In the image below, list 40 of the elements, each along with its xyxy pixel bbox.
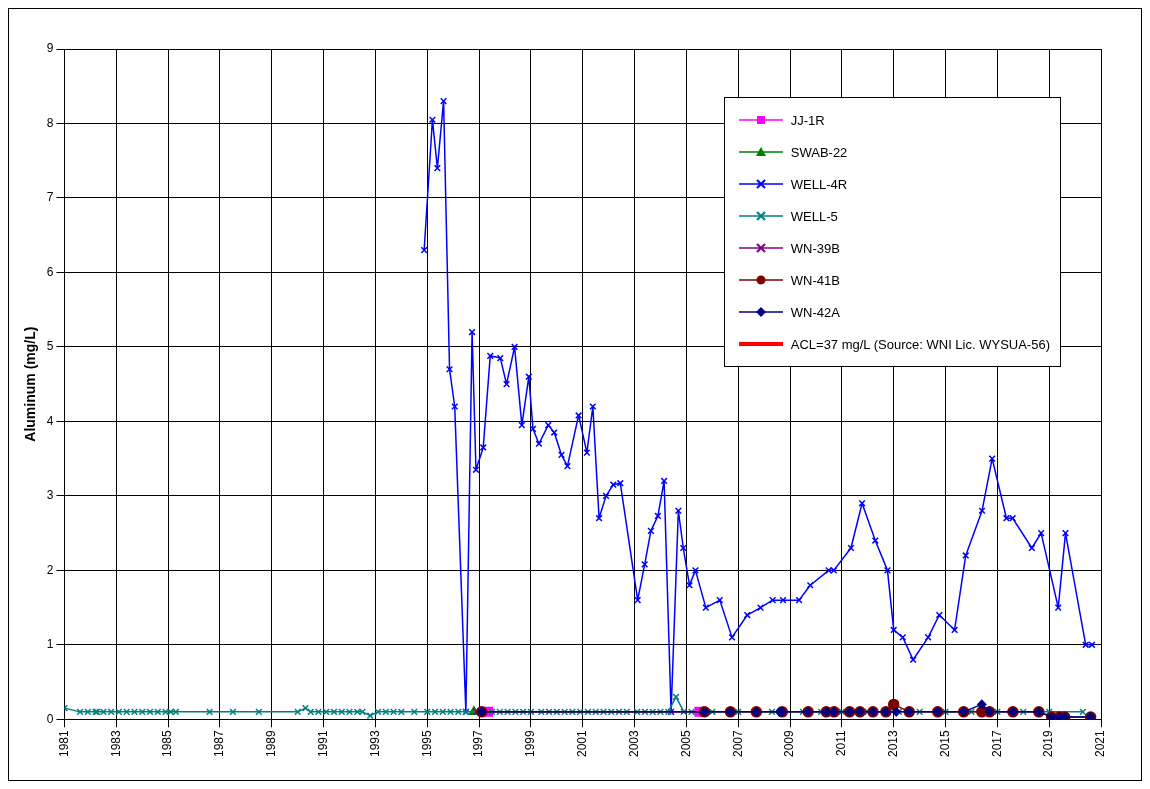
y-tick-label: 2: [46, 562, 54, 577]
x-tick-label: 2017: [989, 729, 1004, 758]
x-tick-label: 2009: [782, 729, 797, 758]
x-tick-label: 1987: [212, 729, 227, 758]
x-tick-label: 2011: [834, 729, 849, 757]
legend-label: WELL-5: [790, 208, 838, 224]
x-tick-label: 2001: [575, 729, 590, 758]
legend-label: SWAB-22: [790, 144, 848, 160]
y-tick-label: 3: [46, 488, 54, 503]
x-tick-label: 1983: [108, 729, 123, 758]
x-tick-label: 1989: [264, 729, 279, 758]
x-tick-label: 1999: [523, 729, 538, 758]
x-tick-label: 2007: [730, 729, 745, 758]
x-tick-label: 2021: [1093, 729, 1108, 758]
legend-label: WN-39B: [790, 240, 840, 256]
y-tick-label: 7: [46, 190, 54, 205]
x-tick-label: 2005: [678, 729, 693, 758]
legend-label: WELL-4R: [790, 176, 848, 192]
x-tick-label: 1993: [367, 729, 382, 758]
x-tick-label: 1997: [471, 729, 486, 758]
legend-label: WN-42A: [790, 304, 840, 320]
y-tick-label: 8: [46, 115, 54, 130]
x-tick-label: 2003: [626, 729, 641, 758]
x-tick-label: 1995: [419, 729, 434, 758]
y-tick-label: 6: [46, 264, 54, 279]
x-tick-label: 2015: [937, 729, 952, 758]
x-tick-label: 1985: [160, 729, 175, 758]
y-tick-label: 9: [46, 41, 54, 56]
legend-label: WN-41B: [790, 272, 840, 288]
y-axis-title: Aluminum (mg/L): [22, 326, 39, 442]
x-tick-label: 2019: [1041, 729, 1056, 758]
legend-label: ACL=37 mg/L (Source: WNI Lic. WYSUA-56): [790, 336, 1050, 352]
y-tick-label: 5: [46, 339, 54, 354]
y-tick-label: 4: [46, 413, 54, 428]
x-tick-label: 1981: [56, 729, 71, 758]
x-tick-label: 1991: [315, 729, 330, 758]
y-tick-label: 1: [46, 637, 54, 652]
legend-label: JJ-1R: [790, 112, 825, 128]
x-tick-label: 2013: [886, 729, 901, 758]
y-tick-label: 0: [46, 711, 54, 726]
